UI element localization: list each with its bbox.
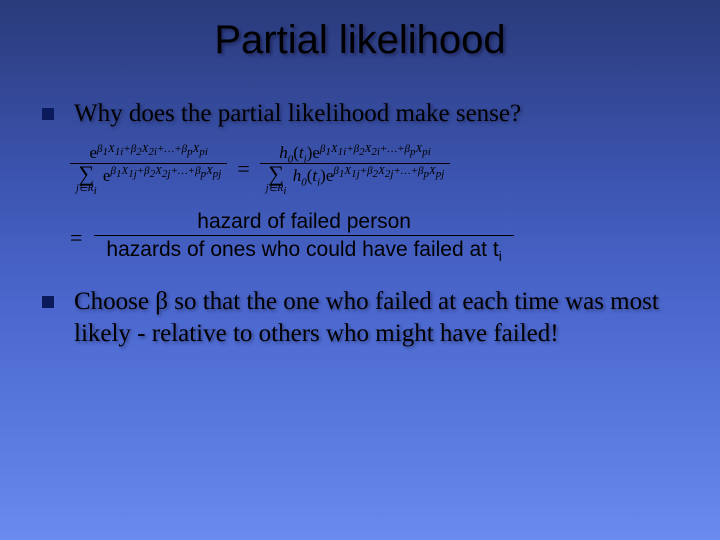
- fraction-left: eβ1X1i+β2X2i+…+βpXpi ∑j∈Ri eβ1X1j+β2X2j+…: [70, 144, 227, 194]
- verbal-den-text: hazards of ones who could have failed at…: [106, 238, 498, 261]
- slide: Partial likelihood Why does the partial …: [0, 0, 720, 540]
- verbal-fraction-denominator: hazards of ones who could have failed at…: [94, 236, 513, 267]
- equation-line: eβ1X1i+β2X2i+…+βpXpi ∑j∈Ri eβ1X1j+β2X2j+…: [70, 144, 690, 194]
- verbal-den-sub: i: [499, 248, 502, 264]
- equals-sign-1: =: [237, 156, 249, 182]
- equals-sign-2: =: [70, 225, 82, 251]
- slide-title: Partial likelihood: [30, 18, 690, 63]
- square-bullet-icon: [42, 108, 54, 120]
- fraction-right: h0(ti)eβ1X1i+β2X2i+…+βpXpi ∑j∈Ri h0(ti)e…: [260, 144, 451, 194]
- fraction-left-denominator: ∑j∈Ri eβ1X1j+β2X2j+…+βpXpj: [70, 164, 227, 194]
- equation-block: eβ1X1i+β2X2i+…+βpXpi ∑j∈Ri eβ1X1j+β2X2j+…: [70, 144, 690, 194]
- verbal-fraction-row: = hazard of failed person hazards of one…: [70, 209, 690, 267]
- bullet-row-1: Why does the partial likelihood make sen…: [30, 98, 690, 129]
- square-bullet-icon: [42, 296, 54, 308]
- fraction-right-denominator: ∑j∈Ri h0(ti)eβ1X1j+β2X2j+…+βpXpj: [260, 164, 451, 194]
- bullet-row-2: Choose β so that the one who failed at e…: [30, 286, 690, 349]
- bullet-text-1: Why does the partial likelihood make sen…: [74, 98, 690, 129]
- fraction-right-numerator: h0(ti)eβ1X1i+β2X2i+…+βpXpi: [260, 144, 451, 164]
- bullet-text-2: Choose β so that the one who failed at e…: [74, 286, 690, 349]
- verbal-fraction-numerator: hazard of failed person: [94, 209, 513, 236]
- verbal-fraction: hazard of failed person hazards of ones …: [94, 209, 513, 267]
